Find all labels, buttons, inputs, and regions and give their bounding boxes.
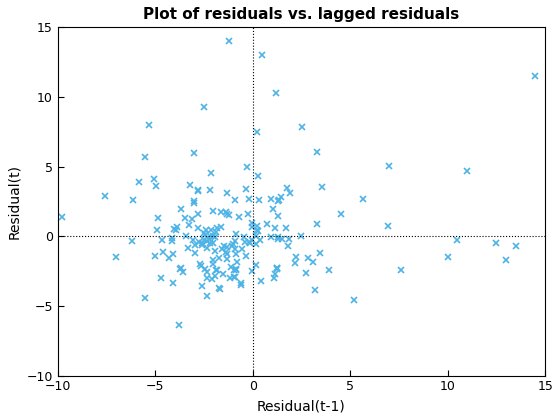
Y-axis label: Residual(t): Residual(t) <box>7 164 21 239</box>
X-axis label: Residual(t-1): Residual(t-1) <box>257 399 346 413</box>
Title: Plot of residuals vs. lagged residuals: Plot of residuals vs. lagged residuals <box>143 7 460 22</box>
